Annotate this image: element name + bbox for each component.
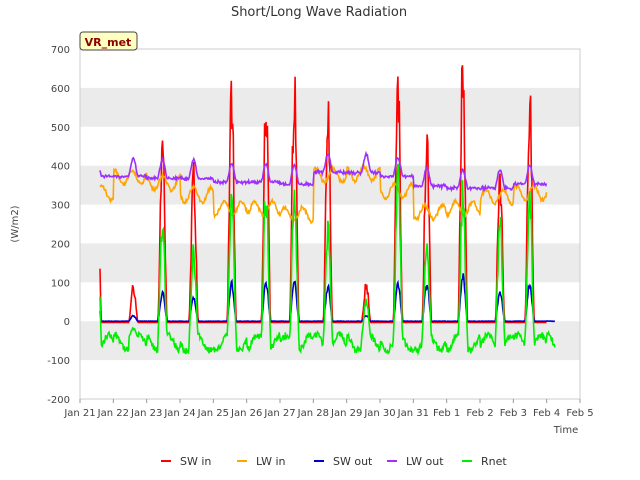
legend: SW in LW in SW out LW out Rnet [161,455,507,468]
x-tick-label: Jan 28 [297,408,329,419]
series-line-rnet [99,163,556,357]
x-tick-label: Feb 3 [500,408,527,419]
x-axis-ticks: Jan 21 Jan 22 Jan 23 Jan 24 Jan 25 Jan 26 Jan … [63,399,594,419]
x-tick-label: Jan 23 [130,408,162,419]
grid-band [80,87,580,127]
legend-label: LW out [406,455,444,468]
legend-label: LW in [256,455,286,468]
series-line-lw-in [99,163,548,225]
x-tick-label: Jan 21 [63,408,95,419]
y-tick-label: 100 [51,278,70,289]
x-tick-label: Jan 26 [230,408,262,419]
y-tick-label: 500 [51,123,70,134]
x-tick-label: Jan 29 [330,408,362,419]
x-tick-label: Jan 27 [263,408,295,419]
y-tick-label: -200 [47,395,70,406]
y-tick-label: 300 [51,201,70,212]
y-tick-label: 200 [51,239,70,250]
series-line-lw-out [99,150,548,193]
x-tick-label: Feb 4 [533,408,560,419]
site-badge-label: VR_met [85,36,132,49]
x-tick-label: Jan 30 [363,408,395,419]
y-axis-ticks: -200 -100 0 100 200 300 400 500 600 700 [47,45,70,406]
y-tick-label: 400 [51,162,70,173]
y-tick-label: -100 [47,356,70,367]
x-axis-label: Time [553,425,578,436]
y-tick-label: 0 [64,317,70,328]
y-tick-label: 700 [51,45,70,56]
legend-label: Rnet [481,455,507,468]
legend-label: SW in [180,455,211,468]
x-tick-label: Feb 5 [566,408,593,419]
x-tick-label: Jan 25 [197,408,229,419]
chart-title: Short/Long Wave Radiation [231,5,407,20]
x-tick-label: Jan 22 [97,408,129,419]
x-tick-label: Jan 24 [163,408,195,419]
series-layer [99,65,556,357]
series-line-sw-out [99,273,556,323]
x-tick-label: Feb 2 [466,408,493,419]
y-axis-label: (W/m2) [10,205,21,242]
site-badge: VR_met [79,31,138,51]
y-tick-label: 600 [51,84,70,95]
x-tick-label: Jan 31 [397,408,429,419]
plot-frame [79,48,581,400]
site-badge-box [79,31,138,51]
x-tick-label: Feb 1 [433,408,460,419]
legend-label: SW out [333,455,373,468]
